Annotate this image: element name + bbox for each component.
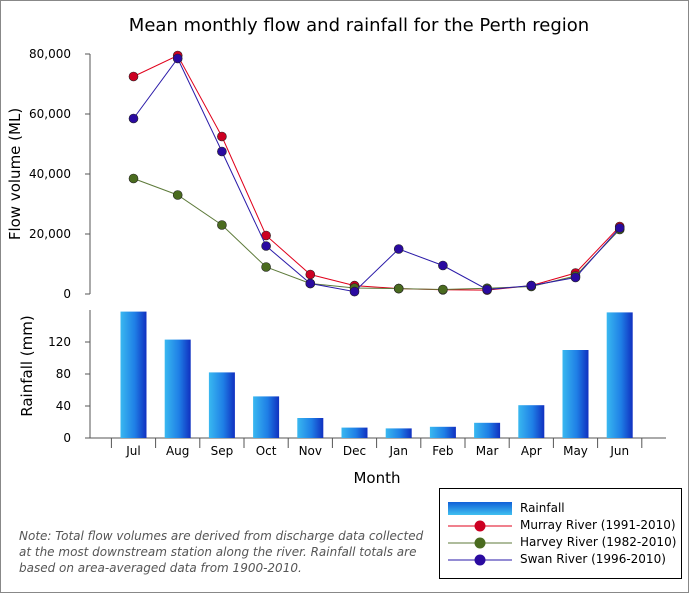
series-point [128, 71, 139, 82]
rainfall-bars [120, 311, 633, 438]
series-point [217, 131, 227, 142]
x-tick-label: May [563, 444, 588, 458]
flow-y-tick-label: 0 [63, 287, 71, 301]
rain-y-tick-label: 0 [63, 431, 71, 445]
rainfall-bar [164, 339, 191, 438]
rainfall-bar [385, 428, 412, 438]
series-point [305, 269, 316, 280]
rainfall-bar [429, 426, 456, 438]
rainfall-bar [208, 372, 235, 438]
series-point [128, 173, 139, 184]
series-point [570, 272, 581, 283]
x-tick-label: Nov [299, 444, 322, 458]
series-point [261, 262, 271, 272]
series-point [172, 53, 183, 64]
x-tick-label: Oct [256, 444, 277, 458]
rainfall-bar [518, 405, 545, 438]
legend-bar-swatch [448, 501, 512, 517]
legend: Rainfall Murray River (1991-2010) Harvey… [439, 488, 682, 579]
series-murray [128, 50, 625, 295]
rain-y-axis-label: Rainfall (mm) [18, 315, 36, 416]
flow-y-tick-label: 60,000 [29, 107, 71, 121]
series-point [438, 260, 448, 271]
flow-y-tick-label: 20,000 [29, 227, 71, 241]
rainfall-bar [562, 350, 589, 438]
series-point [172, 190, 183, 200]
series-point [349, 286, 360, 297]
series-point [217, 220, 227, 230]
series-point [393, 283, 404, 294]
x-tick-label: Jan [388, 444, 408, 458]
series-line [133, 57, 621, 293]
legend-label: Harvey River (1982-2010) [520, 535, 677, 549]
legend-label: Rainfall [520, 501, 565, 515]
legend-label: Swan River (1996-2010) [520, 552, 666, 566]
series-point [217, 146, 227, 157]
x-axis-label: Month [353, 469, 400, 487]
legend-line-swatch [448, 520, 512, 532]
flow-y-tick-label: 80,000 [29, 47, 71, 61]
x-tick-label: Sep [211, 444, 234, 458]
rain-y-ticks: 0 40 80 120 [48, 335, 90, 445]
flow-y-ticks: 0 20,000 40,000 60,000 80,000 [29, 47, 90, 301]
flow-lines [128, 50, 625, 297]
footnote: Note: Total flow volumes are derived fro… [19, 529, 424, 575]
flow-y-axis-label: Flow volume (ML) [6, 108, 24, 240]
series-point [482, 284, 492, 295]
series-point [614, 223, 625, 233]
x-ticks: Jul Aug Sep Oct Nov Dec Jan Feb Mar Apr May Jun [110, 438, 643, 458]
series-point [128, 113, 139, 124]
x-tick-label: Aug [166, 444, 189, 458]
rainfall-bar [606, 312, 633, 438]
rainfall-bar [120, 311, 147, 438]
x-tick-label: Apr [521, 444, 542, 458]
rain-y-tick-label: 120 [48, 335, 71, 349]
series-point [305, 278, 316, 289]
legend-line-swatch [448, 537, 512, 549]
series-swan [128, 53, 625, 297]
rain-y-tick-label: 40 [56, 399, 71, 413]
legend-line-swatch [448, 554, 512, 566]
series-point [393, 244, 404, 254]
chart-title: Mean monthly flow and rainfall for the P… [129, 15, 589, 36]
legend-label: Murray River (1991-2010) [520, 518, 676, 532]
x-tick-label: Feb [432, 444, 453, 458]
series-point [261, 241, 271, 251]
x-tick-label: Jun [609, 444, 629, 458]
rainfall-bar [474, 422, 501, 438]
rainfall-bar [253, 396, 280, 438]
rain-y-tick-label: 80 [56, 367, 71, 381]
series-point [438, 284, 448, 295]
x-tick-label: Jul [125, 444, 140, 458]
rainfall-bar [341, 427, 368, 438]
x-tick-label: Mar [476, 444, 499, 458]
series-line [133, 178, 621, 291]
series-point [526, 280, 537, 291]
series-line [133, 54, 621, 291]
flow-y-tick-label: 40,000 [29, 167, 71, 181]
rainfall-bar [297, 418, 324, 438]
x-tick-label: Dec [343, 444, 366, 458]
series-harvey [128, 173, 625, 295]
